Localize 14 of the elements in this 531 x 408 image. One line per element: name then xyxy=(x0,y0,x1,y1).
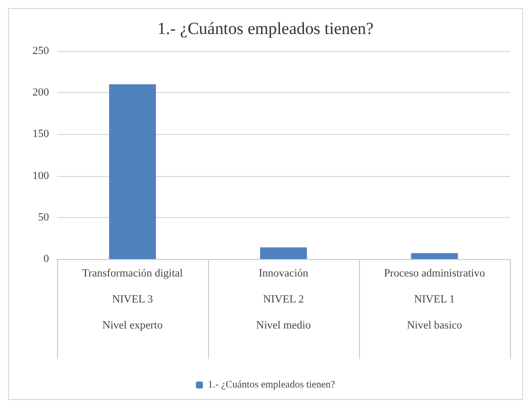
category-label: Proceso administrativo NIVEL 1 Nivel basico xyxy=(384,268,486,332)
y-tick-label: 0 xyxy=(44,253,50,265)
category-label: Innovación NIVEL 2 Nivel medio xyxy=(256,268,311,332)
bar xyxy=(411,253,458,259)
y-tick-label: 200 xyxy=(32,86,50,99)
legend-label: 1.- ¿Cuántos empleados tienen? xyxy=(208,380,336,390)
y-tick-label: 100 xyxy=(32,170,50,182)
bar xyxy=(260,247,307,259)
chart-title: 1.- ¿Cuántos empleados tienen? xyxy=(157,19,374,38)
category-label: Transformación digital NIVEL 3 Nivel experto xyxy=(82,268,183,332)
y-tick-label: 50 xyxy=(38,211,50,224)
bar xyxy=(109,84,156,259)
y-tick-label: 150 xyxy=(32,128,50,140)
y-tick-label: 250 xyxy=(32,45,50,57)
